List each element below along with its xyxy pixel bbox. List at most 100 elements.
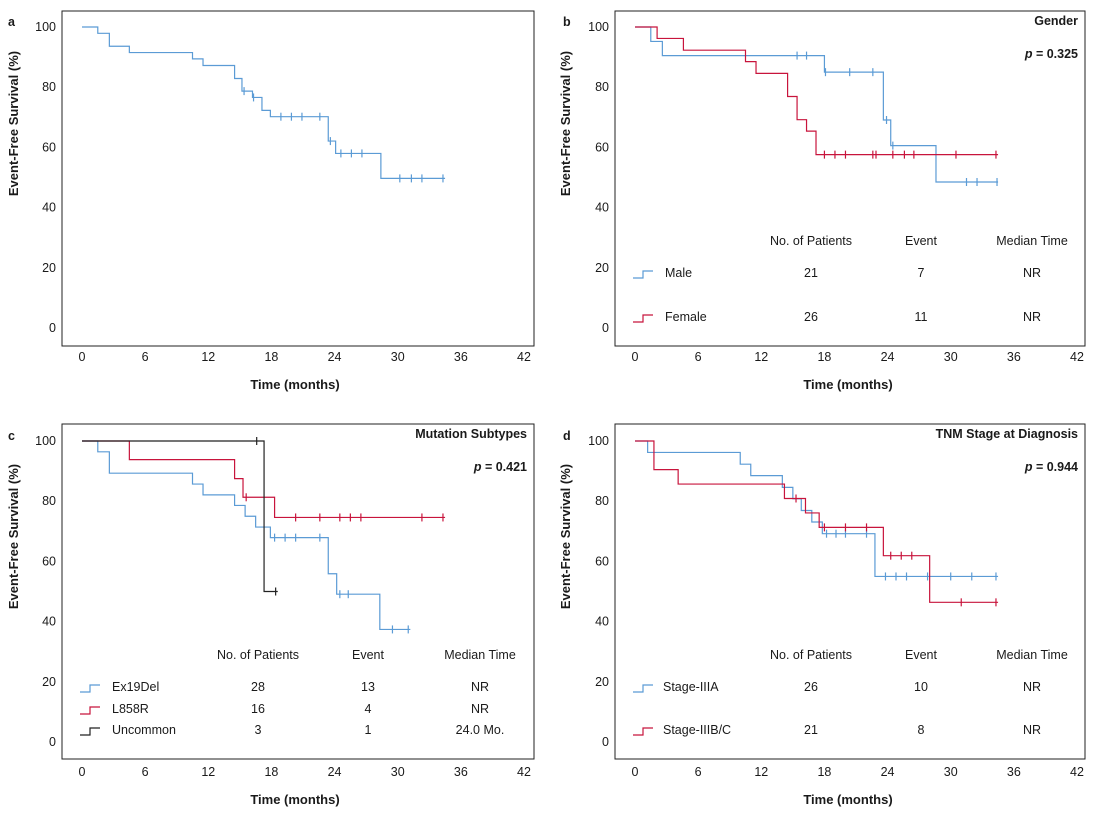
km-curve-female <box>635 26 999 156</box>
legend-label: Stage-IIIB/C <box>663 723 731 737</box>
x-tick-label: 36 <box>454 765 468 779</box>
legend-swatch <box>633 684 653 693</box>
x-tick-label: 0 <box>632 765 639 779</box>
table-cell-patients: 26 <box>804 310 818 324</box>
table-cell-patients: 21 <box>804 266 818 280</box>
table-cell-patients: 3 <box>255 723 262 737</box>
table-cell-events: 10 <box>914 680 928 694</box>
km-curve-ex19del <box>82 440 411 631</box>
legend-swatch <box>80 684 100 693</box>
x-tick-label: 42 <box>517 765 531 779</box>
panel-letter: b <box>563 15 571 29</box>
table-cell-events: 13 <box>361 680 375 694</box>
y-tick-label: 40 <box>42 615 56 629</box>
y-tick-label: 0 <box>49 321 56 335</box>
y-tick-label: 40 <box>595 615 609 629</box>
y-tick-label: 100 <box>35 434 56 448</box>
panel-d: d 0 20 40 60 80 100 0 6 12 18 24 30 36 42 Time (months)… <box>558 423 1086 807</box>
x-tick-label: 18 <box>817 350 831 364</box>
y-tick-label: 40 <box>42 201 56 215</box>
y-tick-label: 20 <box>42 675 56 689</box>
x-tick-label: 24 <box>881 765 895 779</box>
x-tick-label: 12 <box>201 350 215 364</box>
y-tick-label: 60 <box>595 140 609 154</box>
y-tick-label: 60 <box>42 140 56 154</box>
x-tick-label: 0 <box>632 350 639 364</box>
panel-b: b 0 20 40 60 80 100 0 6 12 18 24 30 36 42 Time (months)… <box>558 10 1086 392</box>
legend-label: Female <box>665 310 707 324</box>
km-curve-stage-iiia <box>635 440 999 578</box>
legend-swatch <box>633 270 653 279</box>
legend-label: Male <box>665 266 692 280</box>
p-value: p = 0.421 <box>473 460 527 474</box>
x-tick-label: 30 <box>391 765 405 779</box>
y-axis-title: Event-Free Survival (%) <box>558 464 573 609</box>
table-header: Median Time <box>444 648 516 662</box>
panel-letter: a <box>8 15 16 29</box>
x-tick-label: 12 <box>201 765 215 779</box>
legend-label: Stage-IIIA <box>663 680 719 694</box>
table-cell-patients: 26 <box>804 680 818 694</box>
x-tick-label: 36 <box>454 350 468 364</box>
x-tick-label: 30 <box>944 765 958 779</box>
x-tick-label: 6 <box>695 765 702 779</box>
y-tick-label: 80 <box>42 494 56 508</box>
y-tick-label: 60 <box>595 554 609 568</box>
table-header: No. of Patients <box>770 648 852 662</box>
table-cell-patients: 21 <box>804 723 818 737</box>
x-tick-label: 18 <box>264 765 278 779</box>
x-tick-label: 36 <box>1007 765 1021 779</box>
y-tick-label: 100 <box>35 20 56 34</box>
y-tick-label: 0 <box>602 735 609 749</box>
y-tick-label: 0 <box>49 735 56 749</box>
y-tick-label: 0 <box>602 321 609 335</box>
legend-swatch <box>633 727 653 736</box>
table-header: No. of Patients <box>217 648 299 662</box>
table-header: Event <box>905 648 937 662</box>
y-tick-label: 80 <box>42 80 56 94</box>
y-axis-title: Event-Free Survival (%) <box>6 51 21 196</box>
x-tick-label: 12 <box>754 765 768 779</box>
legend-swatch <box>80 727 100 736</box>
table-header: No. of Patients <box>770 234 852 248</box>
table-cell-events: 7 <box>918 266 925 280</box>
plot-frame <box>614 423 1086 760</box>
panel-c: c 0 20 40 60 80 100 0 6 12 18 24 30 36 42 Time (months)… <box>6 423 535 807</box>
plot-frame <box>61 423 535 760</box>
x-tick-label: 6 <box>695 350 702 364</box>
table-cell-events: 4 <box>365 702 372 716</box>
x-tick-label: 24 <box>328 350 342 364</box>
panel-letter: d <box>563 429 571 443</box>
table-header: Median Time <box>996 648 1068 662</box>
y-tick-label: 80 <box>595 494 609 508</box>
panel-a: a 0 20 40 60 80 100 0 6 12 18 24 30 36 42 Time (months)… <box>6 10 535 392</box>
table-cell-events: 11 <box>915 310 928 324</box>
km-curve-male <box>635 26 999 183</box>
x-tick-label: 42 <box>517 350 531 364</box>
y-tick-label: 20 <box>595 675 609 689</box>
x-axis-title: Time (months) <box>803 792 892 807</box>
x-axis-title: Time (months) <box>250 792 339 807</box>
y-axis-title: Event-Free Survival (%) <box>6 464 21 609</box>
table-header: Median Time <box>996 234 1068 248</box>
table-cell-median: NR <box>1023 680 1041 694</box>
x-axis-title: Time (months) <box>803 377 892 392</box>
km-curve-all <box>82 26 446 180</box>
legend-swatch <box>633 314 653 323</box>
x-tick-label: 30 <box>391 350 405 364</box>
km-curve-uncommon <box>82 440 278 593</box>
panel-letter: c <box>8 429 15 443</box>
legend-label: Uncommon <box>112 723 176 737</box>
table-cell-events: 8 <box>918 723 925 737</box>
table-cell-median: NR <box>1023 723 1041 737</box>
p-value: p = 0.325 <box>1024 47 1078 61</box>
plot-frame <box>614 10 1086 347</box>
y-tick-label: 100 <box>588 434 609 448</box>
legend-label: Ex19Del <box>112 680 159 694</box>
y-tick-label: 100 <box>588 20 609 34</box>
x-tick-label: 42 <box>1070 765 1084 779</box>
x-tick-label: 6 <box>142 350 149 364</box>
table-cell-median: 24.0 Mo. <box>456 723 505 737</box>
table-cell-events: 1 <box>365 723 372 737</box>
